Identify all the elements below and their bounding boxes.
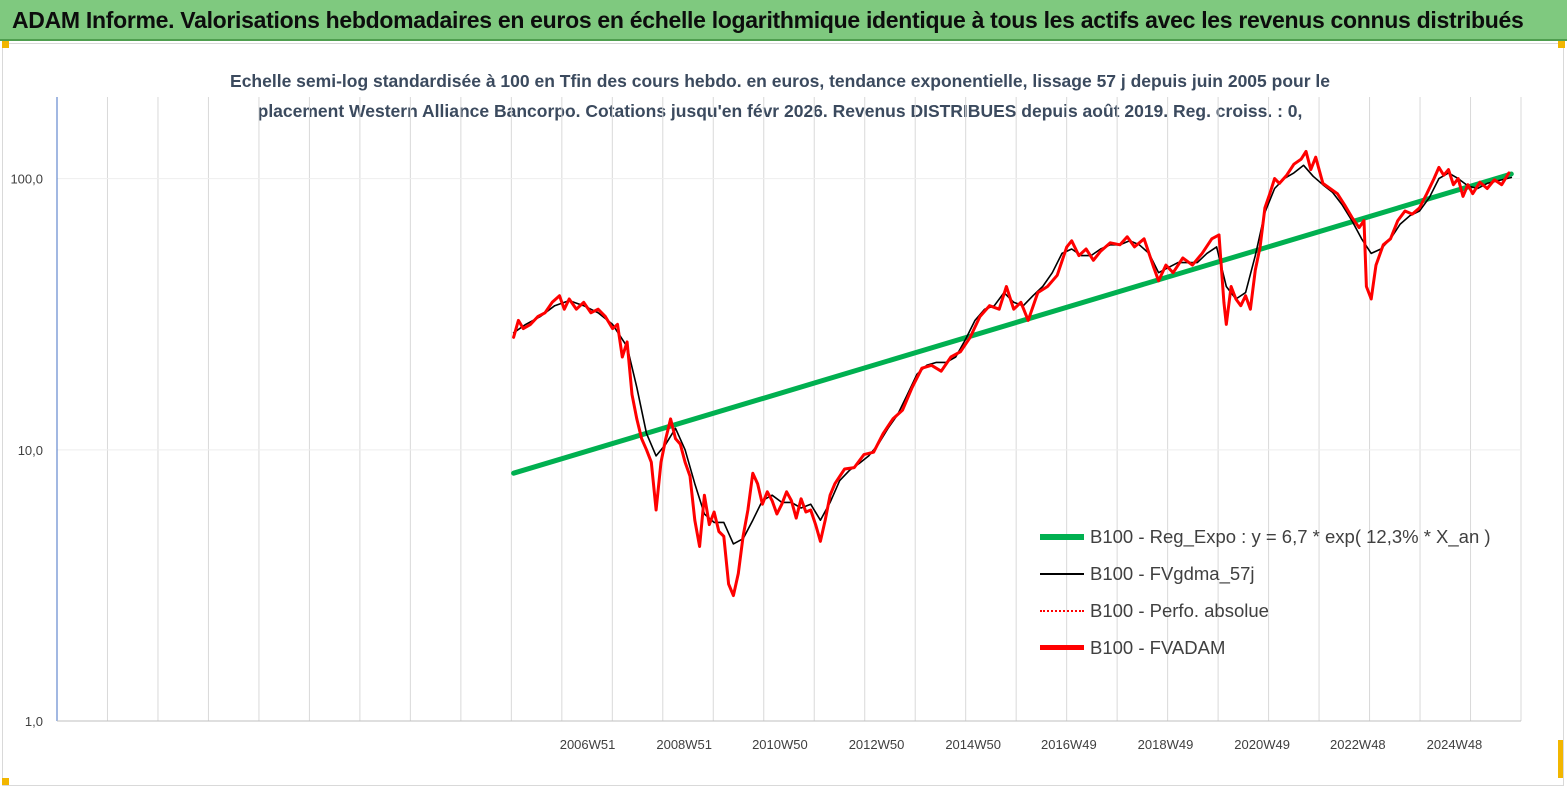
corner-marker-top-right: [1558, 41, 1565, 48]
corner-marker-top-left: [2, 41, 9, 48]
x-tick-label: 2014W50: [945, 737, 1001, 752]
legend-swatch-fvgdma: [1040, 572, 1084, 575]
legend-label-perfo-absolue: B100 - Perfo. absolue: [1090, 599, 1269, 621]
chart-subtitle-line-2: placement Western Alliance Bancorpo. Cot…: [257, 101, 1303, 121]
page-title: ADAM Informe. Valorisations hebdomadaire…: [12, 7, 1524, 33]
x-tick-label: 2018W49: [1138, 737, 1194, 752]
x-tick-label: 2022W48: [1330, 737, 1386, 752]
header-banner: ADAM Informe. Valorisations hebdomadaire…: [0, 0, 1567, 41]
chart-subtitle: Echelle semi-log standardisée à 100 en T…: [170, 66, 1390, 126]
legend-item-fvgdma: B100 - FVgdma_57j: [1040, 555, 1491, 592]
legend: B100 - Reg_Expo : y = 6,7 * exp( 12,3% *…: [1040, 518, 1491, 666]
x-tick-label: 2008W51: [656, 737, 712, 752]
x-tick-label: 2020W49: [1234, 737, 1290, 752]
legend-swatch-fvadam: [1040, 645, 1084, 650]
x-tick-label: 2016W49: [1041, 737, 1097, 752]
series-line-reg-expo: [511, 171, 1514, 476]
x-tick-label: 2024W48: [1427, 737, 1483, 752]
series-lines: [511, 149, 1514, 598]
y-tick-label: 10,0: [18, 443, 43, 458]
y-tick-labels: 1,0 10,0 100,0: [10, 172, 43, 729]
corner-marker-bottom-right: [1558, 740, 1563, 778]
legend-label-fvadam: B100 - FVADAM: [1090, 636, 1226, 658]
x-tick-label: 2006W51: [560, 737, 616, 752]
x-tick-labels: 2006W51 2008W51 2010W50 2012W50 2014W50 2016W…: [560, 737, 1483, 752]
x-tick-label: 2012W50: [849, 737, 905, 752]
legend-swatch-reg-expo: [1040, 533, 1084, 540]
legend-item-reg-expo: B100 - Reg_Expo : y = 6,7 * exp( 12,3% *…: [1040, 518, 1491, 555]
axes: [56, 97, 1521, 722]
legend-item-fvadam: B100 - FVADAM: [1040, 629, 1491, 666]
y-tick-label: 100,0: [10, 172, 43, 187]
legend-label-fvgdma: B100 - FVgdma_57j: [1090, 562, 1255, 584]
gridlines: [57, 97, 1522, 721]
legend-label-reg-expo: B100 - Reg_Expo : y = 6,7 * exp( 12,3% *…: [1090, 525, 1491, 547]
chart-subtitle-line-1: Echelle semi-log standardisée à 100 en T…: [230, 71, 1330, 91]
y-tick-label: 1,0: [25, 714, 43, 729]
x-tick-label: 2010W50: [752, 737, 808, 752]
legend-item-perfo-absolue: B100 - Perfo. absolue: [1040, 592, 1491, 629]
corner-marker-bottom-left: [2, 778, 9, 785]
series-line-fvadam: [512, 149, 1511, 598]
chart-frame: [2, 43, 1564, 786]
legend-swatch-perfo-absolue: [1040, 609, 1084, 612]
